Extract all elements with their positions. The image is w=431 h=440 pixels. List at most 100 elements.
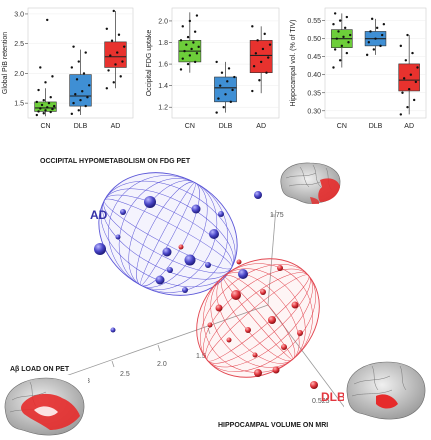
- y-tick-label: 2.0: [158, 18, 168, 25]
- dlb-subject-sphere: [277, 265, 283, 271]
- y-tick-label: 0.50: [307, 36, 321, 43]
- data-point: [333, 48, 337, 51]
- data-point: [348, 33, 352, 37]
- dlb-subject-sphere: [236, 259, 242, 265]
- data-point: [399, 44, 403, 48]
- data-point: [37, 88, 40, 92]
- data-point: [75, 78, 79, 81]
- data-point: [333, 12, 337, 15]
- data-point: [179, 39, 183, 42]
- data-point: [261, 47, 265, 51]
- data-point: [190, 47, 193, 51]
- hippocampal-boxplot: 0.30 0.35 0.40 0.45 0.50 0.55 Hippocampal vol.…: [290, 7, 427, 130]
- ad-subject-sphere: [209, 229, 219, 239]
- dlb-subject-sphere: [254, 369, 262, 377]
- data-point: [251, 25, 254, 28]
- ad-subject-sphere: [144, 196, 156, 208]
- ad-spheres: [94, 191, 262, 333]
- dlb-subject-sphere: [215, 304, 223, 312]
- data-point: [406, 105, 409, 109]
- data-point: [259, 60, 263, 64]
- data-point: [117, 33, 121, 36]
- tick-label: 1.75: [270, 212, 284, 219]
- data-point: [181, 57, 184, 60]
- data-point: [70, 112, 74, 116]
- dlb-ellipsoid: [196, 258, 320, 378]
- fdg-axis-line: [267, 194, 278, 306]
- data-point: [335, 37, 339, 40]
- data-point: [51, 75, 54, 78]
- dlb-subject-sphere: [281, 344, 287, 350]
- data-point: [409, 73, 413, 76]
- data-point: [342, 35, 345, 39]
- y-tick-label: 1.2: [158, 105, 168, 112]
- data-point: [82, 72, 86, 75]
- ad-subject-sphere: [110, 327, 116, 333]
- data-point: [222, 106, 225, 109]
- ad-subject-sphere: [115, 234, 121, 240]
- ad-group-label: AD: [90, 208, 108, 222]
- box: [249, 40, 273, 74]
- data-point: [401, 91, 404, 94]
- brain-lateral-image: [275, 160, 343, 210]
- data-point: [367, 41, 371, 44]
- data-point: [193, 30, 197, 33]
- dlb-subject-sphere: [252, 352, 258, 358]
- ad-subject-sphere: [238, 269, 248, 279]
- ad-subject-sphere: [205, 262, 211, 268]
- tick-label: 2.5: [120, 371, 130, 378]
- data-point: [114, 63, 117, 66]
- data-point: [382, 23, 386, 26]
- data-point: [347, 41, 350, 44]
- data-point: [399, 113, 403, 116]
- data-point: [183, 49, 186, 53]
- box: [398, 63, 420, 92]
- data-point: [340, 44, 344, 48]
- data-point: [345, 51, 349, 55]
- data-point: [380, 33, 384, 37]
- ad-ellipsoid: [98, 172, 238, 296]
- y-tick-label: 0.45: [307, 54, 321, 61]
- data-point: [105, 87, 109, 90]
- pib-axis-title: Aβ LOAD ON PET: [10, 366, 70, 373]
- y-tick-label: 1.6: [158, 62, 168, 69]
- data-point: [254, 52, 258, 55]
- data-point: [193, 60, 197, 64]
- data-point: [263, 32, 266, 36]
- data-point: [370, 17, 374, 21]
- dlb-subject-sphere: [297, 330, 303, 336]
- data-point: [188, 54, 192, 57]
- dlb-subject-sphere: [226, 337, 232, 343]
- data-point: [233, 75, 236, 79]
- y-tick-label: 1.8: [158, 40, 168, 47]
- data-point: [121, 60, 124, 63]
- box: [104, 41, 127, 68]
- data-point: [215, 60, 218, 64]
- data-point: [372, 48, 376, 51]
- brain-medial-image: [2, 375, 88, 437]
- y-tick-label: 2.5: [14, 41, 24, 48]
- data-point: [122, 45, 126, 48]
- x-tick-label: AD: [111, 123, 121, 130]
- data-point: [42, 98, 45, 102]
- data-point: [39, 66, 42, 69]
- data-point: [215, 111, 218, 114]
- data-point: [258, 79, 261, 82]
- ad-subject-sphere: [94, 243, 106, 255]
- data-point: [81, 90, 84, 93]
- data-point: [40, 103, 44, 107]
- data-point: [404, 59, 408, 62]
- data-point: [416, 66, 419, 69]
- data-point: [112, 81, 115, 84]
- data-point: [252, 65, 256, 68]
- data-point: [343, 26, 347, 30]
- x-tick-label: DLB: [219, 123, 233, 130]
- y-axis-label: Hippocampal vol. (% of TIV): [290, 19, 297, 106]
- x-tick-label: CN: [337, 123, 347, 130]
- dlb-subject-sphere: [260, 289, 266, 295]
- data-point: [265, 71, 268, 74]
- y-tick-label: 3.0: [14, 11, 24, 18]
- data-point: [74, 93, 77, 96]
- x-tick-label: AD: [256, 123, 266, 130]
- x-tick-label: CN: [185, 123, 195, 130]
